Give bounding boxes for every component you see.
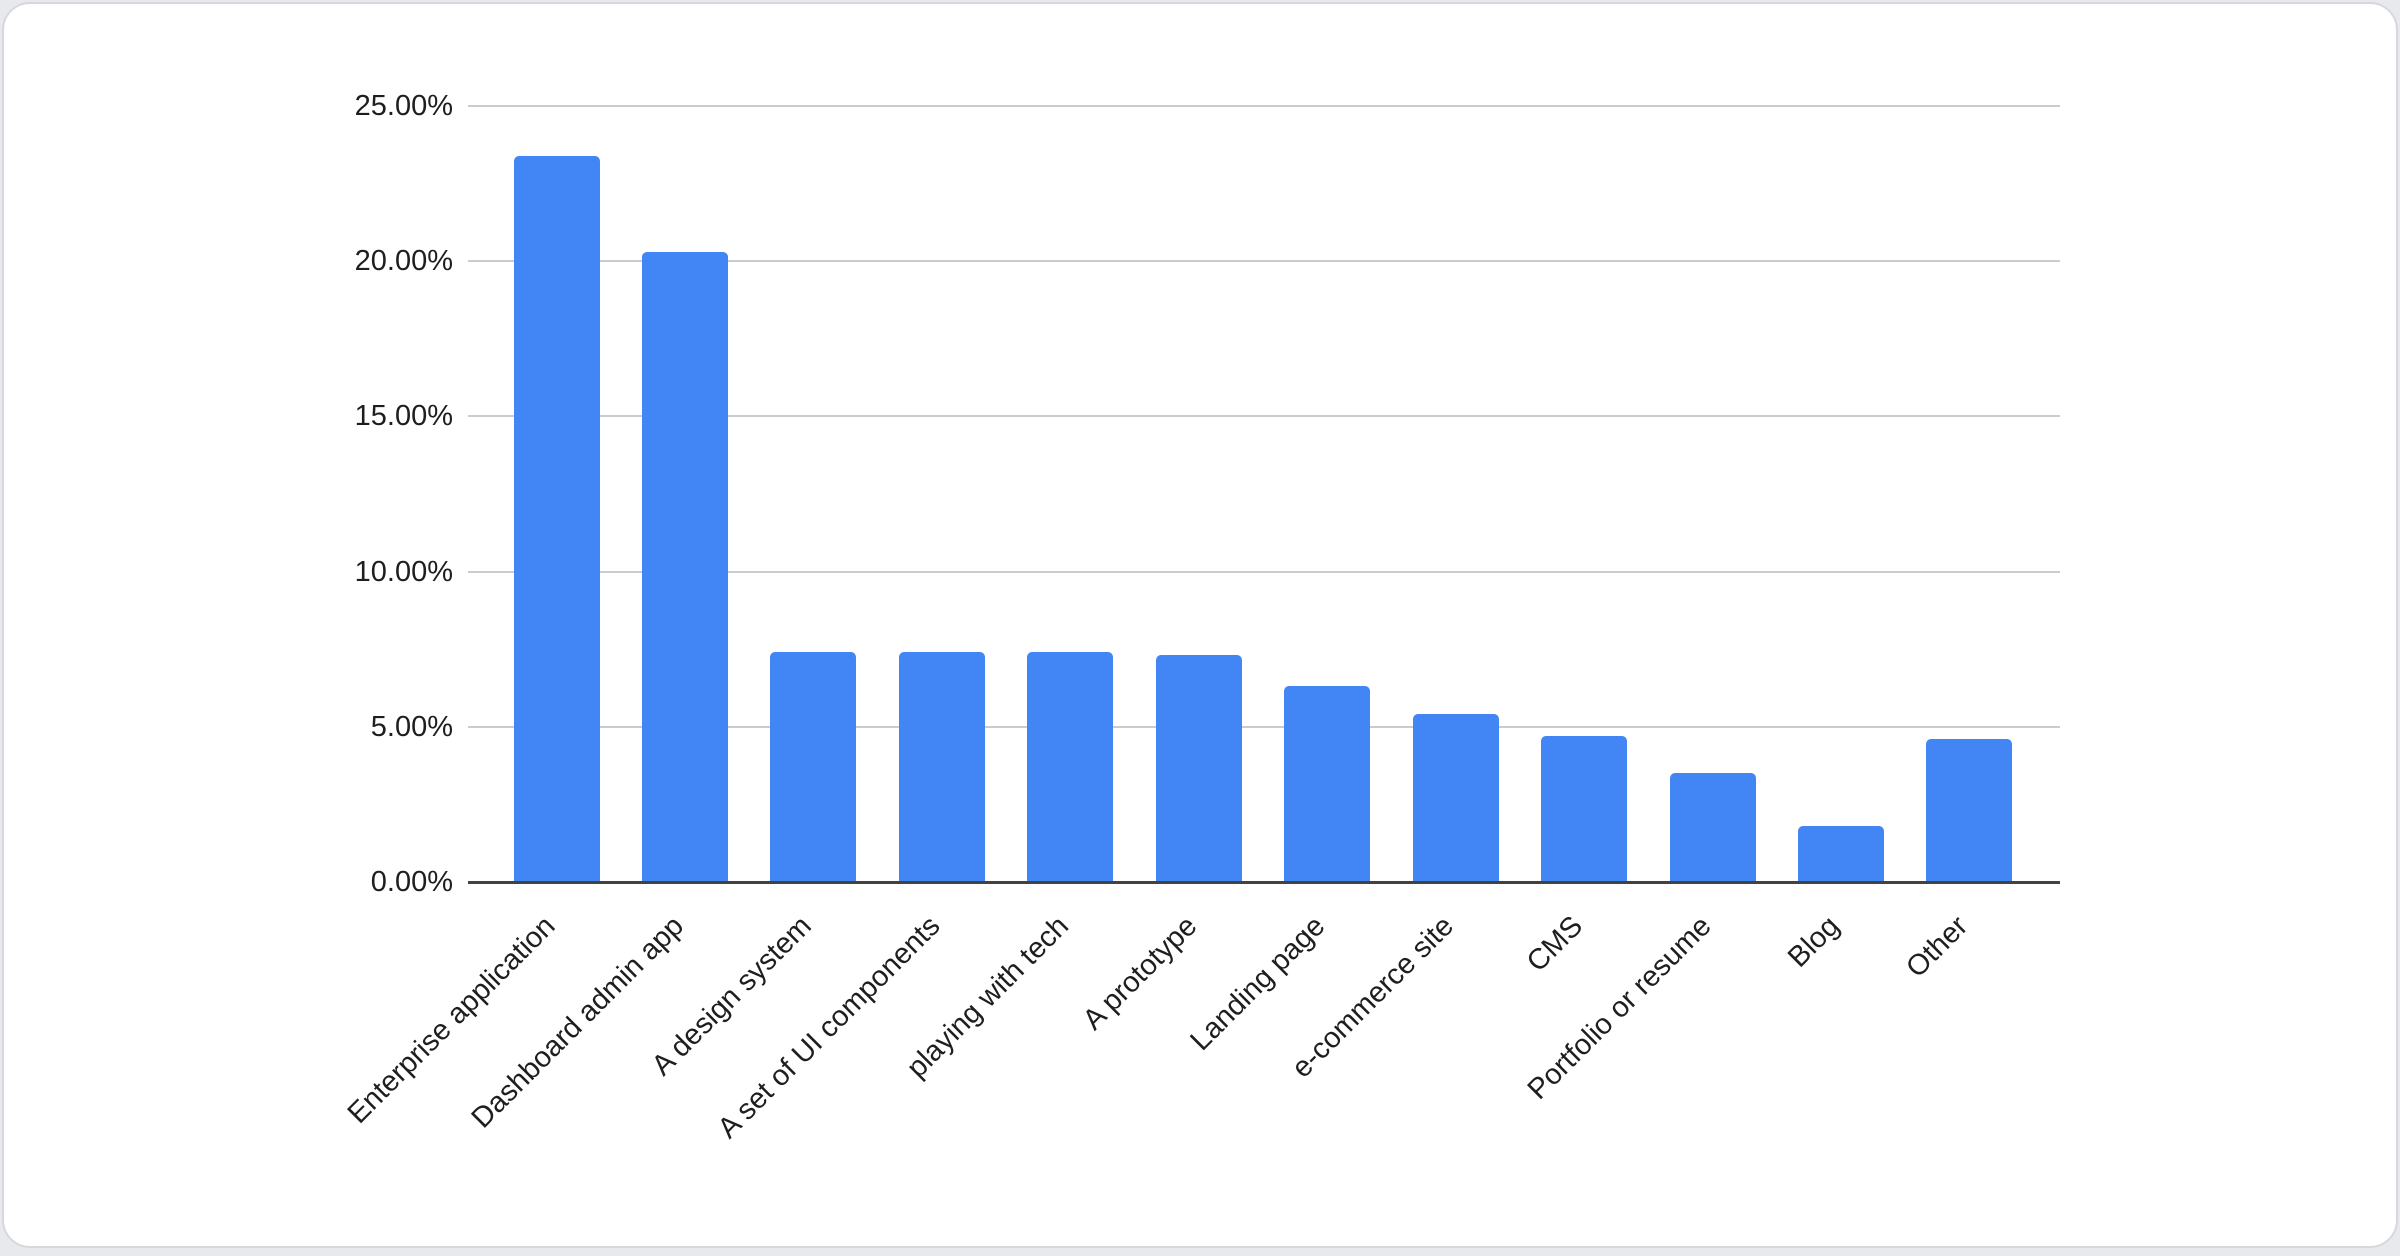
bar-portfolio-or-resume	[1669, 773, 1756, 882]
gridline-15.00%	[468, 415, 2060, 418]
x-tick-label: Dashboard admin app	[465, 910, 690, 1135]
bar-e-commerce-site	[1412, 714, 1499, 882]
bar-dashboard-admin-app	[641, 251, 728, 882]
bar-a-prototype	[1155, 655, 1242, 882]
x-tick-label: Blog	[1781, 910, 1846, 974]
gridline-20.00%	[468, 260, 2060, 263]
bar-a-set-of-ui-components	[898, 652, 985, 882]
gridline-25.00%	[468, 105, 2060, 107]
bar-blog	[1798, 826, 1884, 882]
y-tick-label: 25.00%	[354, 90, 453, 122]
bar-playing-with-tech	[1027, 652, 1114, 882]
bar-other	[1926, 739, 2013, 882]
x-tick-label: A prototype	[1077, 910, 1204, 1037]
bar-landing-page	[1284, 686, 1371, 882]
x-tick-label: Enterprise application	[341, 910, 562, 1130]
gridline-5.00%	[468, 725, 2060, 728]
y-tick-label: 0.00%	[370, 866, 453, 898]
bar-cms	[1541, 736, 1628, 882]
bar-a-design-system	[770, 652, 857, 882]
y-tick-label: 15.00%	[354, 400, 453, 433]
y-tick-label: 5.00%	[370, 710, 453, 743]
x-tick-label: CMS	[1520, 910, 1589, 979]
bar-enterprise-application	[513, 155, 600, 882]
gridline-10.00%	[468, 570, 2060, 573]
x-tick-label: A set of UI components	[711, 910, 947, 1145]
y-tick-label: 20.00%	[354, 245, 453, 278]
y-tick-label: 10.00%	[354, 555, 453, 588]
x-tick-label: Other	[1900, 910, 1975, 984]
x-axis-baseline	[468, 881, 2060, 884]
x-tick-label: Landing page	[1184, 910, 1332, 1057]
